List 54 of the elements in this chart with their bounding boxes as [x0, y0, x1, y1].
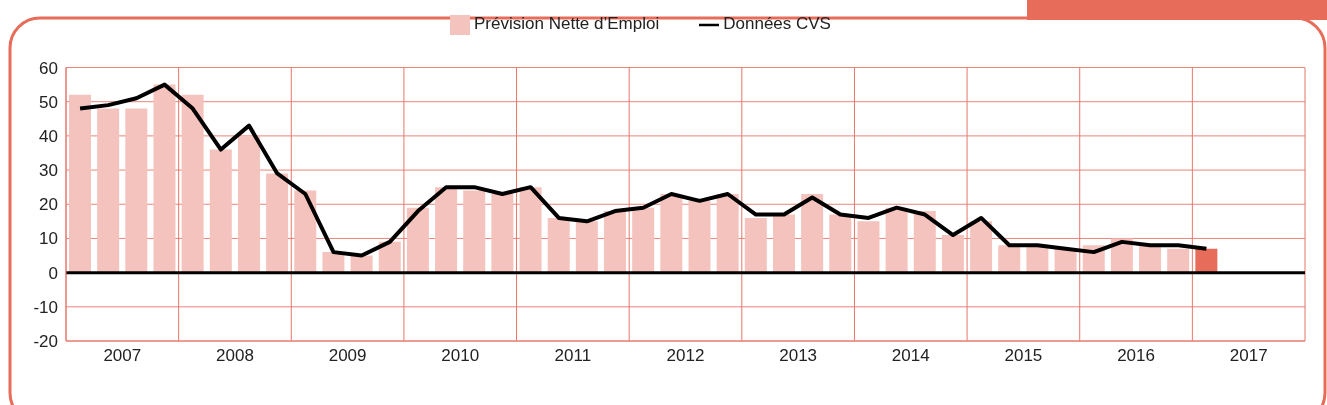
x-tick-label: 2015: [1004, 346, 1043, 366]
x-tick-label: 2014: [891, 346, 930, 366]
bar: [547, 217, 570, 273]
bar: [491, 194, 514, 273]
x-tick-label: 2013: [779, 346, 818, 366]
y-tick-label: -20: [33, 332, 58, 352]
x-tick-label: 2011: [554, 346, 592, 366]
bar: [716, 194, 739, 273]
bar: [632, 207, 655, 273]
bar: [463, 190, 486, 273]
bar: [941, 235, 964, 273]
bar: [857, 221, 880, 273]
bar: [406, 207, 429, 273]
y-tick-label: 10: [39, 229, 58, 249]
bar: [519, 187, 542, 273]
bar: [604, 211, 627, 273]
bar: [913, 211, 936, 273]
x-tick-label: 2017: [1229, 346, 1268, 366]
y-tick-label: -10: [33, 297, 58, 317]
line-series: [78, 82, 1209, 258]
y-tick-label: 60: [39, 58, 58, 78]
x-tick-label: 2008: [216, 346, 254, 366]
bar: [435, 187, 458, 273]
bar: [772, 214, 795, 273]
bar: [237, 135, 260, 273]
y-tick-label: 40: [39, 126, 58, 146]
bar: [575, 221, 598, 273]
x-tick-label: 2012: [666, 346, 705, 366]
x-tick-label: 2010: [441, 346, 480, 366]
bar: [829, 214, 852, 273]
bar: [153, 84, 176, 273]
legend-label: Prévision Nette d’Emploi: [474, 14, 660, 33]
bar: [688, 200, 711, 273]
bar: [1167, 248, 1190, 273]
bar: [97, 108, 120, 273]
y-tick-label: 30: [39, 161, 58, 181]
bar: [744, 217, 767, 273]
bar: [660, 194, 683, 273]
bar: [266, 173, 289, 273]
bar: [181, 94, 204, 273]
x-tick-label: 2007: [103, 346, 142, 366]
y-tick-label: 20: [39, 195, 58, 215]
bar: [69, 94, 91, 273]
bar: [209, 149, 232, 273]
bar: [970, 221, 993, 273]
bar: [294, 190, 317, 273]
y-tick-label: 0: [48, 263, 58, 283]
bar: [801, 194, 824, 273]
y-tick-label: 50: [39, 92, 58, 112]
x-tick-label: 2016: [1117, 346, 1155, 366]
x-tick-label: 2009: [328, 346, 367, 366]
bar: [125, 108, 148, 273]
legend-label: Données CVS: [723, 14, 831, 33]
bar: [885, 207, 908, 273]
